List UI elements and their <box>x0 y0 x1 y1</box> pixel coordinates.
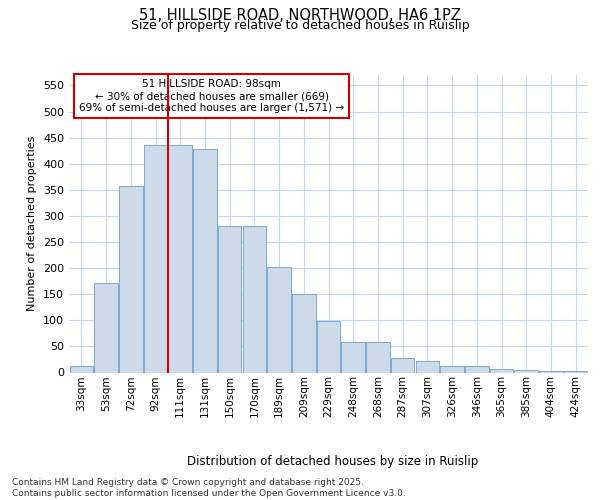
Bar <box>416 361 439 372</box>
Text: Contains HM Land Registry data © Crown copyright and database right 2025.
Contai: Contains HM Land Registry data © Crown c… <box>12 478 406 498</box>
Bar <box>465 366 488 372</box>
Bar <box>94 282 118 372</box>
Bar <box>144 146 167 372</box>
Text: 51 HILLSIDE ROAD: 98sqm
← 30% of detached houses are smaller (669)
69% of semi-d: 51 HILLSIDE ROAD: 98sqm ← 30% of detache… <box>79 80 344 112</box>
Bar <box>218 226 241 372</box>
Bar <box>564 371 587 372</box>
Bar <box>514 370 538 372</box>
Bar <box>341 342 365 372</box>
Bar <box>292 294 316 372</box>
Bar <box>490 370 513 372</box>
Bar <box>366 342 389 372</box>
Bar <box>440 366 464 372</box>
Text: 51, HILLSIDE ROAD, NORTHWOOD, HA6 1PZ: 51, HILLSIDE ROAD, NORTHWOOD, HA6 1PZ <box>139 8 461 22</box>
Bar <box>317 322 340 372</box>
Bar <box>169 146 192 372</box>
Bar <box>70 366 93 372</box>
Y-axis label: Number of detached properties: Number of detached properties <box>28 136 37 312</box>
Bar <box>391 358 415 372</box>
Text: Size of property relative to detached houses in Ruislip: Size of property relative to detached ho… <box>131 18 469 32</box>
Bar <box>242 226 266 372</box>
Bar <box>119 186 143 372</box>
Bar <box>268 267 291 372</box>
Bar <box>193 149 217 372</box>
Text: Distribution of detached houses by size in Ruislip: Distribution of detached houses by size … <box>187 454 479 468</box>
